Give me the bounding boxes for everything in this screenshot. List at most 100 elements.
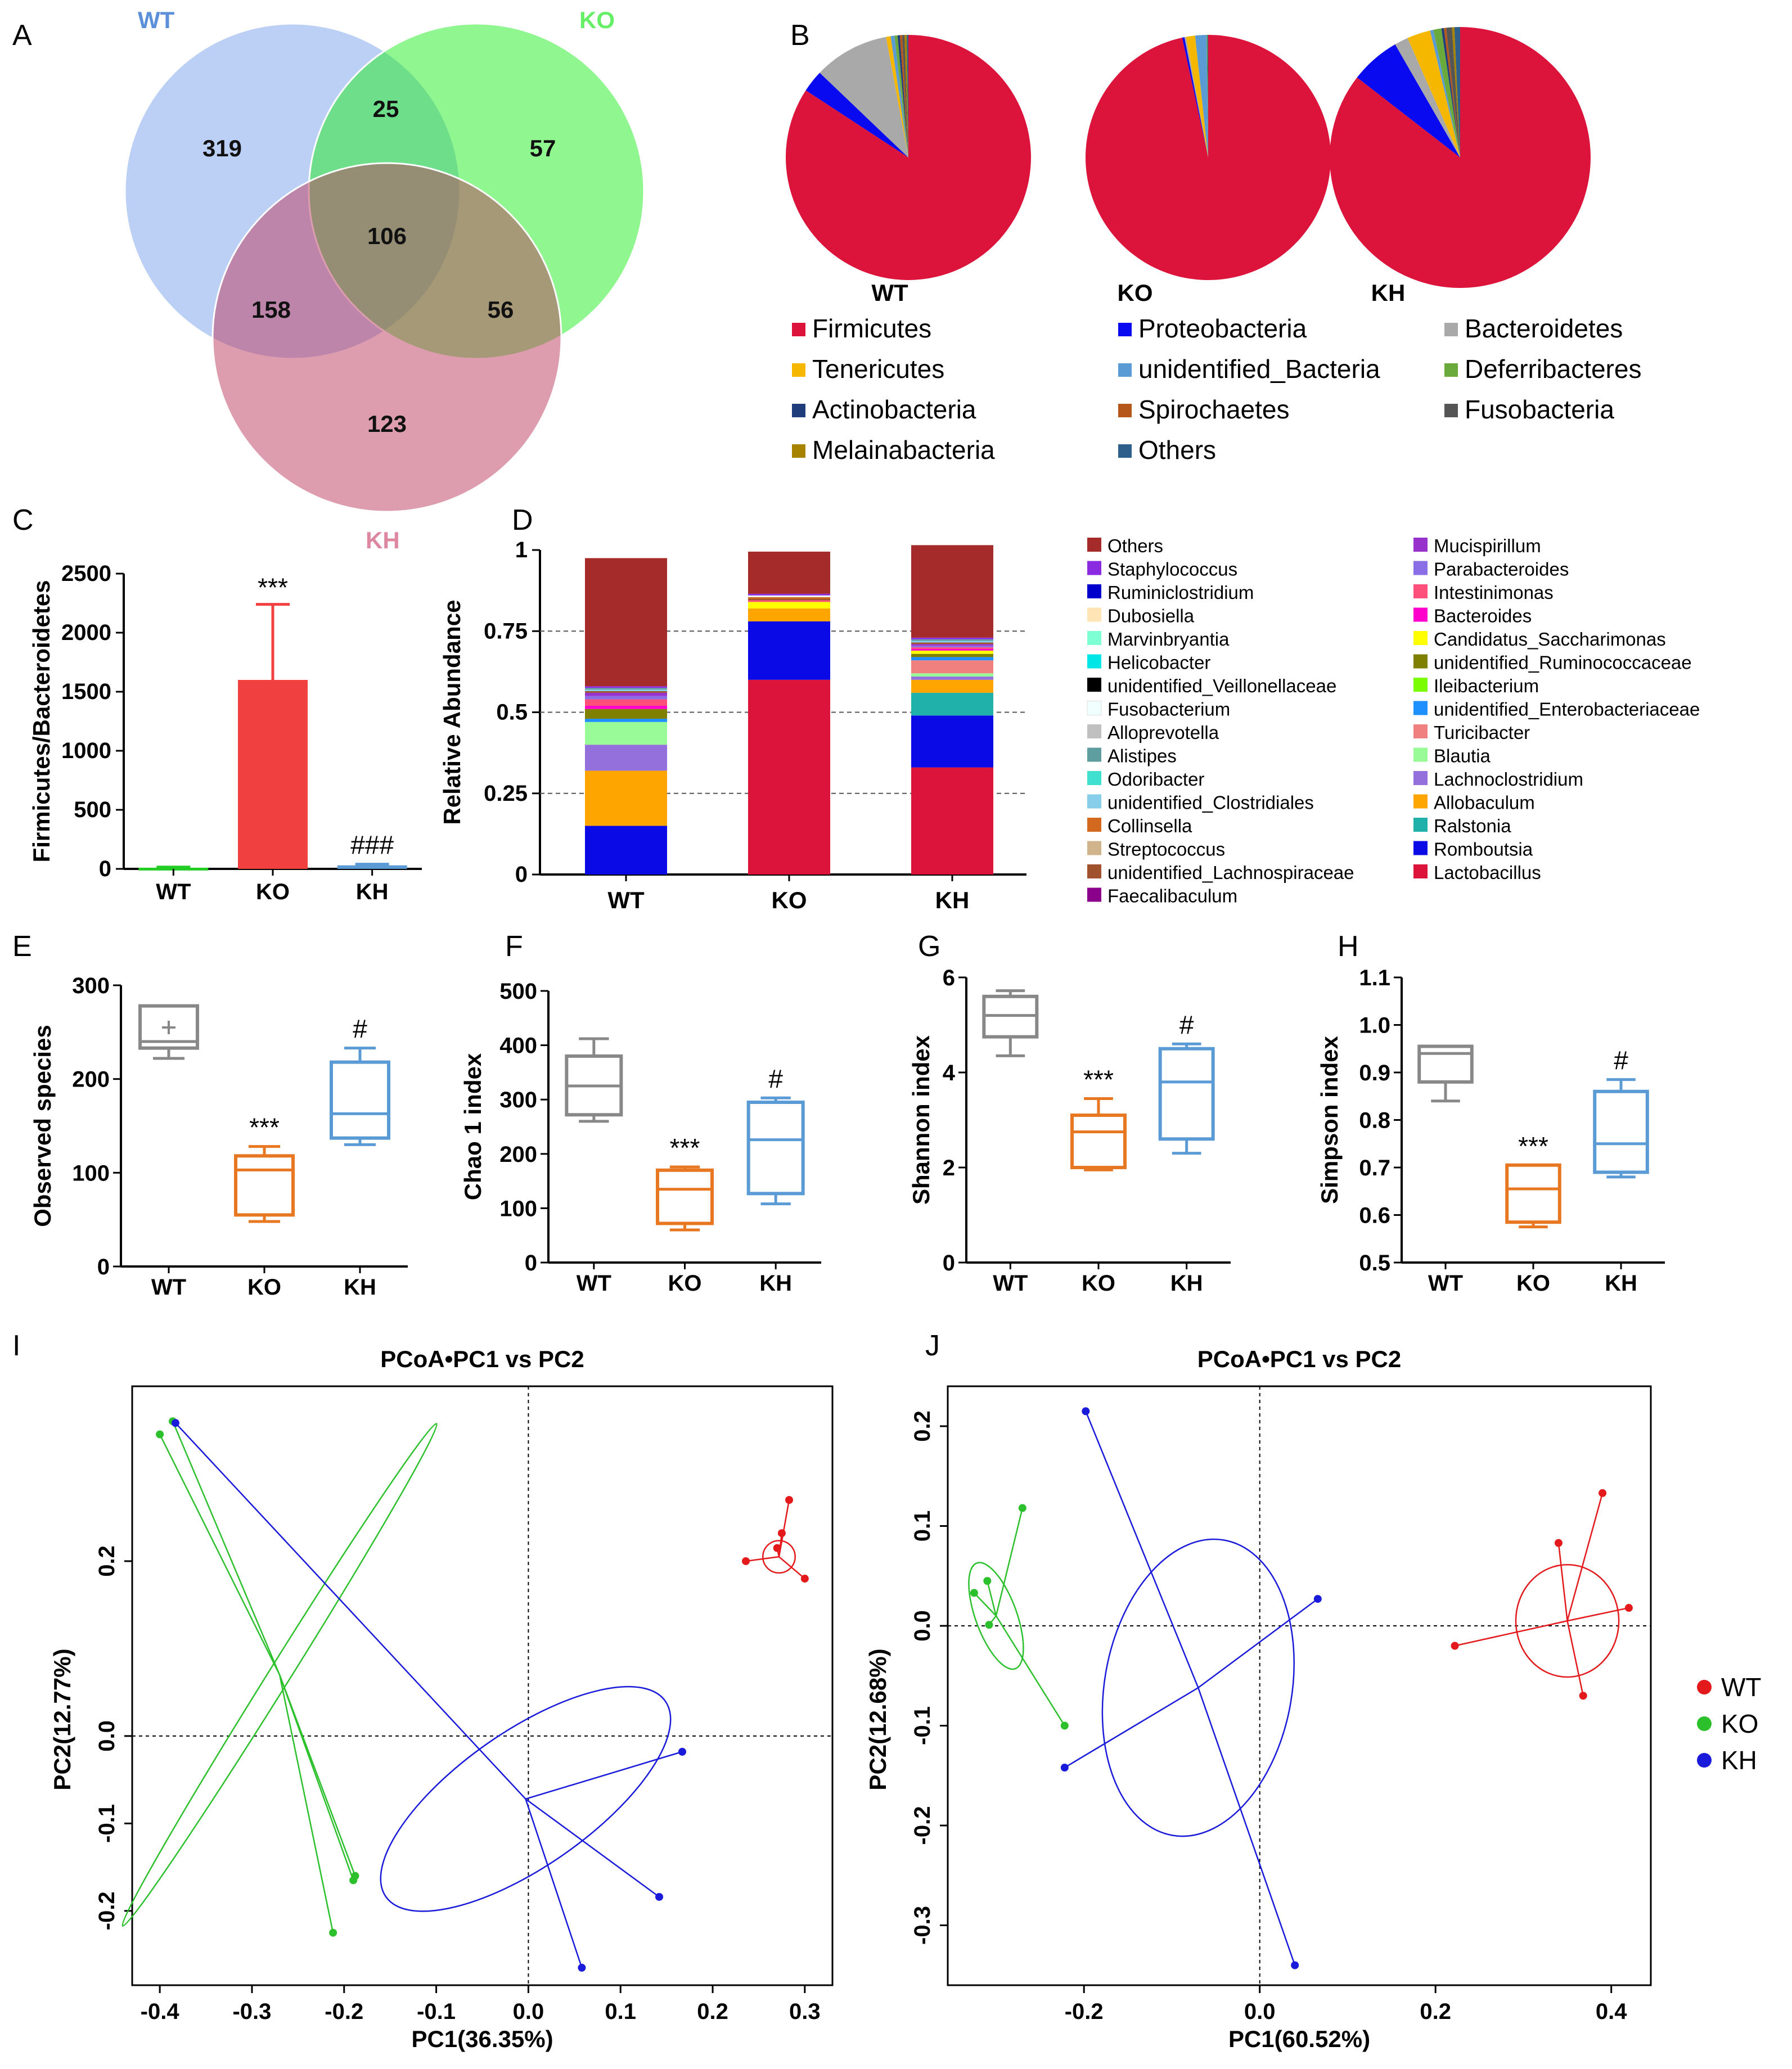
i-spider-line-wt [745,1556,780,1562]
d-legend-label-ruminiclostridium: Ruminiclostridium [1107,582,1254,603]
g-y-axis-label: Shannon index [908,1035,934,1205]
j-point-ko [983,1577,992,1585]
h-y-tick-label: 0.6 [1359,1203,1390,1228]
d-legend-swatch-mucispirillum [1413,538,1428,552]
venn-count-ko-kh: 56 [488,296,514,323]
d-legend-label-unidentified_clostridiales: unidentified_Clostridiales [1107,792,1314,813]
d-legend-label-allobaculum: Allobaculum [1434,792,1535,813]
phylum-pie-charts [785,27,1591,288]
d-segment-wt-romboutsia [585,826,667,875]
j-x-tick-label: 0.4 [1596,1999,1627,2024]
d-legend-swatch-ralstonia [1413,818,1428,832]
pie-slice-kh-fusobacteria [1446,27,1460,158]
i-point-kh [578,1963,586,1972]
g-y-tick-label: 6 [943,966,955,990]
f-significance-ko: *** [670,1133,700,1162]
e-y-tick-label: 300 [72,973,110,998]
chao1-boxplot: 0 100 200 300 400 500 WT *** KO # KH Chao 1 index [460,979,821,1296]
panel-label-g: G [918,930,940,963]
d-legend-label-turicibacter: Turicibacter [1434,722,1530,743]
d-legend-swatch-unidentified_veillonellaceae [1087,678,1101,692]
d-segment-wt-unidentified_ruminococcaceae [585,709,667,719]
e-box-ko [234,1154,295,1217]
pie-slice-ko-firmicutes [1086,35,1331,281]
d-segment-kh-unidentified_enterobacteriaceae [911,657,993,661]
d-legend-label-ileibacterium: Ileibacterium [1434,675,1539,696]
d-legend-label-unidentified_lachnospiraceae: unidentified_Lachnospiraceae [1107,862,1354,883]
panel-label-e: E [12,930,32,963]
pie-slice-wt-unidentified_bacteria [890,35,908,157]
c-bar-kh [337,865,407,869]
j-y-tick-label: -0.3 [910,1906,935,1945]
j-spider-line-wt [1566,1493,1604,1621]
d-legend-label-alistipes: Alistipes [1107,746,1177,767]
pcoa-legend-dot-ko [1697,1716,1712,1731]
pie-slice-kh-actinobacteria [1441,28,1460,157]
i-x-tick-label: -0.4 [141,1999,180,2024]
d-legend-label-parabacteroides: Parabacteroides [1434,559,1569,580]
d-legend-swatch-helicobacter [1087,654,1101,669]
d-segment-ko-unidentified_lachnospiraceae [748,598,830,601]
pie-slice-ko-tenericutes [1186,35,1208,157]
d-segment-kh-lachnoclostridium [911,677,993,680]
d-legend-label-others: Others [1107,535,1163,556]
j-x-tick-label: -0.2 [1065,1999,1104,2024]
j-point-kh [1313,1595,1322,1603]
pie-slice-kh-bacteroidetes [1395,38,1460,157]
observed-species-boxplot: 0 100 200 300 WT *** KO # KH Observed species [29,973,408,1300]
d-segment-wt-allobaculum [585,770,667,826]
i-spider-line-ko [159,1434,281,1675]
d-segment-wt-bacteroides [585,705,667,709]
legend-label-bacteroidetes: Bacteroidetes [1465,314,1623,343]
j-y-tick-label: -0.2 [910,1806,935,1845]
d-legend-swatch-romboutsia [1413,841,1428,855]
j-point-wt [1599,1489,1607,1497]
d-legend-swatch-bacteroides [1413,607,1428,622]
legend-swatch-actinobacteria [792,404,805,417]
i-plot-frame [131,1385,834,1986]
pie-slice-ko-deferribacteres [1206,35,1208,157]
d-legend-label-mucispirillum: Mucispirillum [1434,535,1541,556]
j-point-ko [970,1589,978,1597]
venn-diagram: WT KO KH 319 25 57 106 158 56 123 [124,7,645,553]
f-x-tick-label: KH [759,1271,792,1296]
e-y-tick-label: 200 [72,1067,110,1092]
d-segment-wt-alistipes [585,688,667,690]
venn-count-ko-only: 57 [530,135,556,161]
d-legend-swatch-ruminiclostridium [1087,584,1101,598]
d-legend-swatch-collinsella [1087,818,1101,832]
i-y-tick-label: -0.2 [94,1891,119,1930]
legend-swatch-deferribacteres [1444,363,1458,377]
legend-label-firmicutes: Firmicutes [812,314,931,343]
venn-count-wt-kh: 158 [251,296,291,323]
simpson-boxplot: 0.5 0.6 0.7 0.8 0.9 1.0 1.1 WT *** KO # KH Simpson i… [1316,966,1665,1296]
j-ellipse-wt [1515,1563,1620,1678]
j-y-tick-label: 0.1 [910,1511,935,1542]
i-spider-line-wt [778,1556,805,1579]
d-segment-kh-others [911,545,993,638]
pie-slice-wt-proteobacteria [805,73,908,157]
pie-slice-kh-spirochaetes [1443,28,1460,157]
f-y-tick-label: 500 [499,979,537,1004]
g-box-ko [1070,1114,1127,1170]
j-y-tick-label: -0.1 [910,1706,935,1745]
d-legend-swatch-intestinimonas [1413,584,1428,598]
j-y-tick-label: 0.2 [910,1410,935,1442]
c-x-tick-label: KH [356,880,389,904]
legend-swatch-unidentified_bacteria [1118,363,1132,377]
j-spider-line-ko [995,1615,1065,1727]
d-legend-label-blautia: Blautia [1434,746,1491,767]
h-x-tick-label: KO [1516,1271,1550,1296]
d-segment-kh-romboutsia [911,715,993,768]
d-segment-wt-lachnoclostridium [585,745,667,771]
j-x-tick-label: 0.0 [1244,1999,1276,2024]
d-segment-ko-fusobacterium [748,595,830,597]
d-legend-swatch-fusobacterium [1087,701,1102,715]
d-legend-swatch-lactobacillus [1413,864,1428,878]
d-legend-swatch-candidatus_saccharimonas [1413,631,1428,645]
c-y-tick-label: 1000 [61,738,111,763]
c-y-tick-label: 0 [99,857,111,881]
d-segment-kh-turicibacter [911,660,993,674]
d-legend-swatch-turicibacter [1413,724,1428,738]
i-spider-line-wt [778,1533,783,1557]
